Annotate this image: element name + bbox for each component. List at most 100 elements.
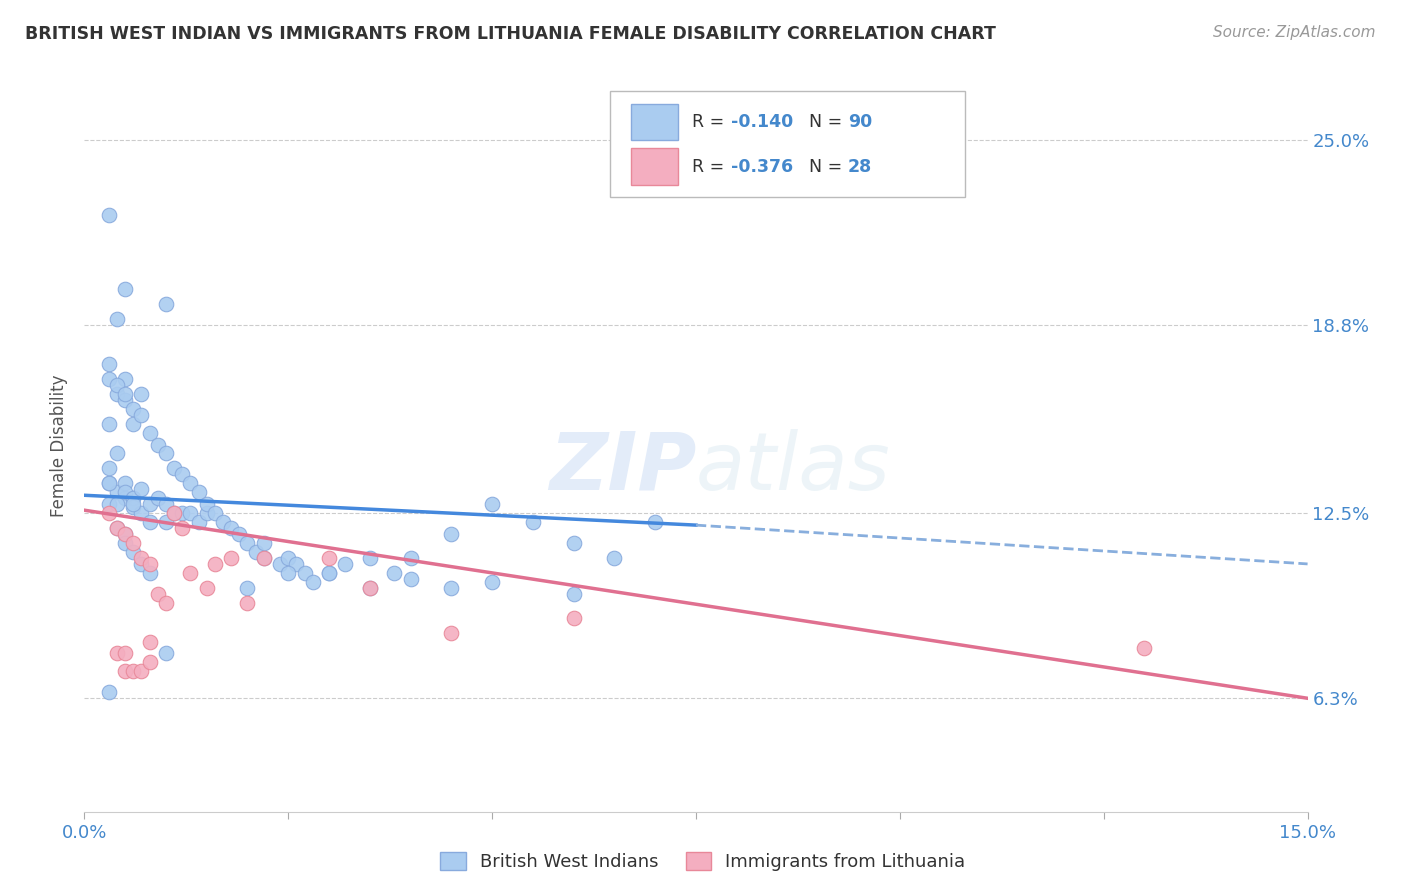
Point [318, 566, 340, 580]
Point [481, 497, 503, 511]
Point [301, 574, 323, 589]
Point [105, 521, 128, 535]
Point [114, 372, 136, 386]
Point [122, 545, 145, 559]
Point [122, 491, 145, 506]
Point [245, 545, 267, 559]
Text: R =: R = [692, 158, 730, 176]
Point [97, 372, 120, 386]
Point [179, 476, 201, 491]
Point [236, 536, 259, 550]
Point [172, 467, 194, 482]
Point [114, 647, 136, 661]
Y-axis label: Female Disability: Female Disability [51, 375, 69, 517]
Point [138, 566, 160, 580]
Point [382, 566, 405, 580]
Point [114, 485, 136, 500]
Point [603, 551, 626, 566]
Point [187, 515, 209, 529]
Point [146, 437, 169, 451]
Text: 90: 90 [848, 113, 872, 131]
Point [294, 566, 316, 580]
Point [359, 581, 381, 595]
Point [204, 506, 226, 520]
Point [219, 521, 242, 535]
Point [105, 377, 128, 392]
Point [97, 476, 120, 491]
Point [97, 208, 120, 222]
Point [114, 665, 136, 679]
Point [195, 506, 218, 520]
Point [440, 527, 463, 541]
Legend: British West Indians, Immigrants from Lithuania: British West Indians, Immigrants from Li… [433, 845, 973, 879]
Point [155, 515, 177, 529]
Point [138, 497, 160, 511]
Point [155, 497, 177, 511]
Point [122, 665, 145, 679]
Point [195, 497, 218, 511]
Point [163, 461, 186, 475]
Bar [631, 148, 678, 185]
Point [146, 491, 169, 506]
FancyBboxPatch shape [610, 91, 965, 197]
Bar [631, 103, 678, 140]
Point [481, 574, 503, 589]
Point [179, 506, 201, 520]
Point [122, 491, 145, 506]
Point [562, 610, 585, 624]
Point [253, 536, 276, 550]
Point [122, 497, 145, 511]
Point [562, 536, 585, 550]
Point [131, 665, 153, 679]
Point [97, 506, 120, 520]
Point [138, 425, 160, 440]
Point [114, 476, 136, 491]
Point [97, 497, 120, 511]
Point [253, 551, 276, 566]
Point [155, 647, 177, 661]
Point [114, 386, 136, 401]
Point [399, 551, 422, 566]
Point [318, 551, 340, 566]
Point [114, 536, 136, 550]
Point [172, 521, 194, 535]
Point [155, 297, 177, 311]
Text: atlas: atlas [696, 429, 891, 507]
Text: N =: N = [808, 158, 848, 176]
Point [277, 566, 299, 580]
Point [105, 386, 128, 401]
Point [146, 587, 169, 601]
Point [219, 551, 242, 566]
Text: -0.376: -0.376 [731, 158, 793, 176]
Point [97, 476, 120, 491]
Text: Source: ZipAtlas.com: Source: ZipAtlas.com [1212, 25, 1375, 40]
Point [131, 408, 153, 422]
Point [236, 596, 259, 610]
Point [105, 485, 128, 500]
Point [562, 587, 585, 601]
Point [97, 417, 120, 431]
Point [131, 506, 153, 520]
Point [187, 485, 209, 500]
Point [172, 506, 194, 520]
Text: R =: R = [692, 113, 730, 131]
Point [122, 536, 145, 550]
Point [155, 446, 177, 460]
Point [114, 527, 136, 541]
Point [318, 566, 340, 580]
Point [269, 557, 291, 571]
Point [277, 551, 299, 566]
Text: 28: 28 [848, 158, 872, 176]
Point [138, 656, 160, 670]
Point [97, 357, 120, 371]
Point [359, 581, 381, 595]
Text: N =: N = [808, 113, 848, 131]
Point [236, 581, 259, 595]
Point [105, 446, 128, 460]
Point [131, 483, 153, 497]
Point [114, 282, 136, 296]
Point [522, 515, 544, 529]
Point [105, 521, 128, 535]
Point [440, 581, 463, 595]
Point [131, 557, 153, 571]
